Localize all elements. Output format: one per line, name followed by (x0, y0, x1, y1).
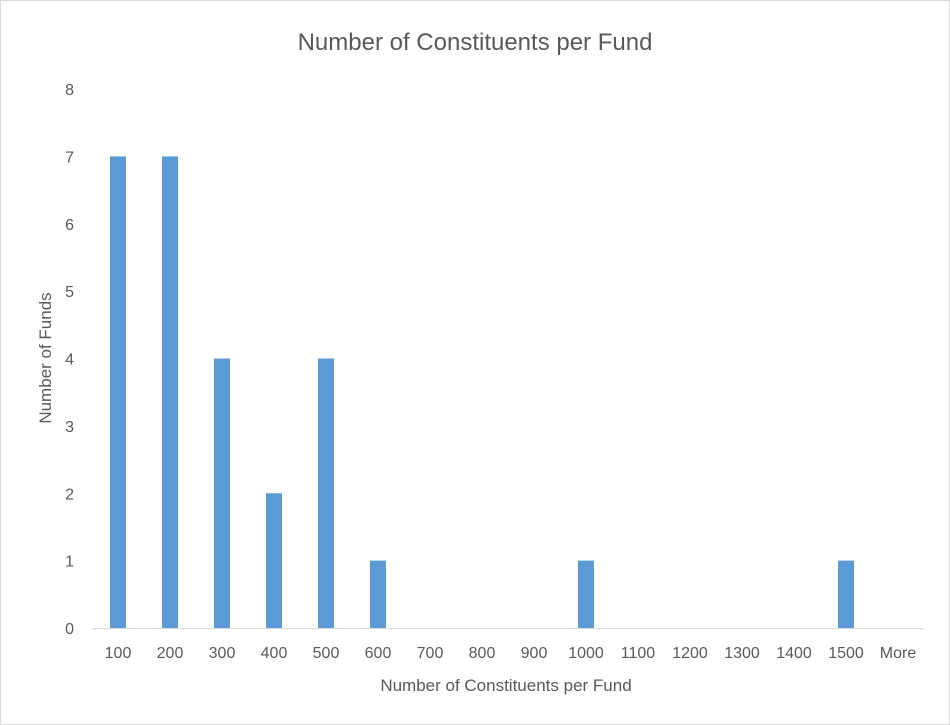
x-tick-label: 1100 (621, 645, 656, 662)
x-tick-label: 1200 (672, 645, 708, 662)
y-tick-label: 1 (65, 554, 74, 571)
bar (162, 156, 178, 628)
y-tick-label: 4 (65, 352, 74, 369)
y-tick-label: 6 (65, 217, 74, 234)
x-tick-label: 1500 (828, 645, 864, 662)
bar (110, 156, 126, 628)
x-tick-label: 1000 (568, 645, 604, 662)
y-axis-ticks: 0 1 2 3 4 5 6 7 8 (65, 82, 74, 638)
x-tick-label: 1300 (724, 645, 760, 662)
x-axis-label: Number of Constituents per Fund (380, 676, 631, 695)
bars (110, 156, 854, 628)
y-tick-label: 0 (65, 621, 74, 638)
y-tick-label: 8 (65, 82, 74, 99)
x-tick-label: 600 (365, 645, 392, 662)
x-tick-label: 400 (261, 645, 288, 662)
bar (370, 560, 386, 628)
x-tick-label: 700 (417, 645, 444, 662)
chart-title: Number of Constituents per Fund (298, 29, 653, 56)
bar (578, 560, 594, 628)
x-axis-ticks: 100 200 300 400 500 600 700 800 900 1000 1100 1200 1… (105, 645, 917, 662)
bar (838, 560, 854, 628)
y-axis-label: Number of Funds (36, 292, 55, 423)
x-tick-label: 100 (105, 645, 132, 662)
y-tick-label: 7 (65, 149, 74, 166)
x-tick-label: More (880, 645, 917, 662)
y-tick-label: 3 (65, 419, 74, 436)
x-tick-label: 800 (469, 645, 496, 662)
y-tick-label: 5 (65, 284, 74, 301)
x-tick-label: 1400 (776, 645, 812, 662)
y-tick-label: 2 (65, 486, 74, 503)
bar (318, 358, 334, 628)
x-tick-label: 200 (157, 645, 184, 662)
bar (266, 493, 282, 628)
x-tick-label: 300 (209, 645, 236, 662)
bar (214, 358, 230, 628)
x-tick-label: 900 (521, 645, 548, 662)
x-tick-label: 500 (313, 645, 340, 662)
